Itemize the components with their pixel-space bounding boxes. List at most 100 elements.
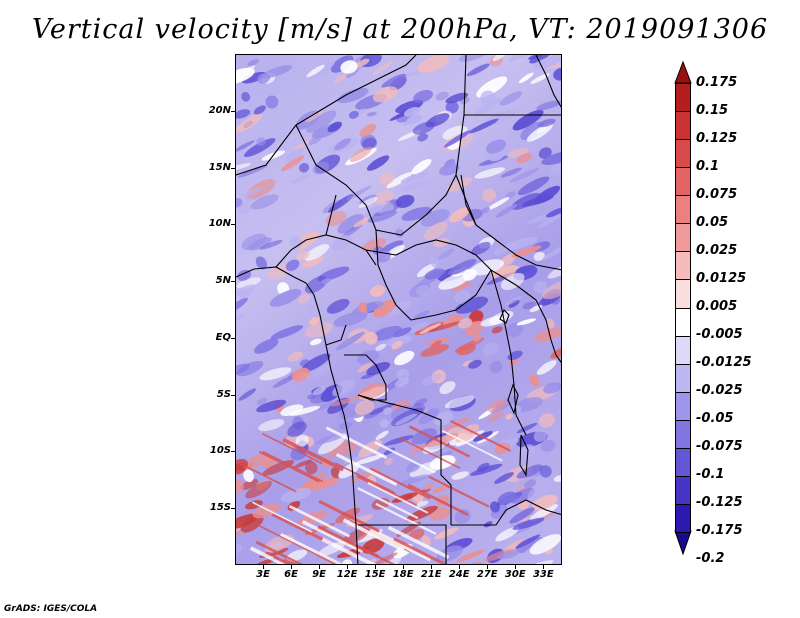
velocity-cell xyxy=(425,113,450,128)
velocity-cell xyxy=(317,433,347,455)
velocity-cell xyxy=(337,87,369,104)
velocity-cell xyxy=(258,419,285,432)
velocity-cell xyxy=(504,295,523,306)
velocity-cell xyxy=(245,480,272,499)
velocity-cell xyxy=(411,158,432,175)
velocity-cell xyxy=(452,281,473,292)
lon-tick-label: 3E xyxy=(256,569,270,580)
velocity-cell xyxy=(270,325,304,340)
velocity-cell xyxy=(497,491,516,505)
country-border xyxy=(236,55,417,176)
velocity-cell xyxy=(511,192,542,210)
colorbar-segment xyxy=(676,84,690,113)
velocity-cell xyxy=(384,556,402,564)
velocity-streak xyxy=(334,462,396,494)
velocity-cell xyxy=(471,241,491,256)
velocity-cell xyxy=(524,479,537,489)
velocity-cell xyxy=(451,471,469,480)
velocity-cell xyxy=(250,194,279,210)
velocity-cell xyxy=(287,351,304,362)
velocity-cell xyxy=(375,430,389,440)
lat-tick-label: 5S xyxy=(216,388,231,400)
velocity-cell xyxy=(395,413,417,426)
velocity-cell xyxy=(321,278,331,284)
velocity-cell xyxy=(499,91,522,106)
velocity-cell xyxy=(445,100,459,114)
velocity-cell xyxy=(256,399,287,413)
lon-tick xyxy=(347,565,349,569)
velocity-cell xyxy=(430,340,442,348)
velocity-cell xyxy=(443,130,471,148)
velocity-cell xyxy=(236,65,256,87)
velocity-cell xyxy=(468,118,499,134)
velocity-cell xyxy=(359,123,377,137)
velocity-cell xyxy=(543,382,561,394)
velocity-cell xyxy=(262,65,293,79)
velocity-cell xyxy=(379,240,404,254)
country-border xyxy=(460,174,477,226)
velocity-cell xyxy=(415,284,430,296)
velocity-cell xyxy=(236,544,243,554)
velocity-cell xyxy=(254,338,279,354)
colorbar-segment xyxy=(676,420,690,449)
velocity-cell xyxy=(401,206,433,221)
velocity-cell xyxy=(510,487,535,504)
velocity-cell xyxy=(490,501,500,513)
velocity-cell xyxy=(361,238,387,253)
velocity-cell xyxy=(241,91,251,102)
velocity-cell xyxy=(395,194,415,208)
velocity-cell xyxy=(280,488,312,503)
velocity-streak xyxy=(280,532,342,564)
lat-tick xyxy=(231,224,235,226)
velocity-cell xyxy=(503,237,538,251)
velocity-cell xyxy=(345,185,372,201)
velocity-cell xyxy=(550,347,561,359)
country-border xyxy=(357,394,452,525)
velocity-streak xyxy=(261,432,323,465)
velocity-cell xyxy=(539,465,552,478)
velocity-streak xyxy=(428,475,490,508)
lon-tick-label: 18E xyxy=(392,569,414,580)
velocity-cell xyxy=(512,517,545,530)
velocity-cell xyxy=(421,373,442,386)
velocity-cell xyxy=(494,472,514,484)
velocity-cell xyxy=(526,560,554,564)
velocity-cell xyxy=(285,259,300,271)
velocity-cell xyxy=(247,59,260,67)
velocity-cell xyxy=(419,323,442,335)
velocity-cell xyxy=(533,185,561,204)
colorbar-over-arrow xyxy=(674,60,692,84)
velocity-cell xyxy=(469,259,505,276)
velocity-cell xyxy=(497,549,520,560)
velocity-cell xyxy=(357,362,373,373)
lat-tick xyxy=(231,394,235,396)
velocity-cell xyxy=(491,326,503,334)
velocity-cell xyxy=(272,374,297,388)
velocity-cell xyxy=(394,350,415,366)
velocity-cell xyxy=(520,122,545,141)
velocity-cell xyxy=(384,457,393,466)
colorbar-label: 0.05 xyxy=(696,215,729,230)
velocity-streak xyxy=(258,450,320,483)
colorbar-label: -0.005 xyxy=(696,327,743,342)
velocity-streak xyxy=(369,527,432,562)
velocity-cell xyxy=(236,140,255,153)
velocity-cell xyxy=(366,111,377,117)
velocity-cell xyxy=(468,359,482,369)
velocity-cell xyxy=(536,125,548,134)
velocity-cell xyxy=(284,147,304,162)
velocity-streak xyxy=(356,545,396,564)
velocity-cell xyxy=(466,63,490,77)
lon-tick xyxy=(403,565,405,569)
velocity-cell xyxy=(505,191,517,199)
velocity-cell xyxy=(395,99,424,114)
velocity-cell xyxy=(482,342,499,357)
velocity-cell xyxy=(236,113,263,133)
velocity-cell xyxy=(358,301,368,314)
velocity-streak xyxy=(251,501,313,533)
colorbar-label: 0.025 xyxy=(696,243,738,258)
velocity-cell xyxy=(243,469,254,483)
velocity-cell xyxy=(408,443,429,455)
velocity-cell xyxy=(304,244,330,261)
velocity-cell xyxy=(237,269,252,281)
